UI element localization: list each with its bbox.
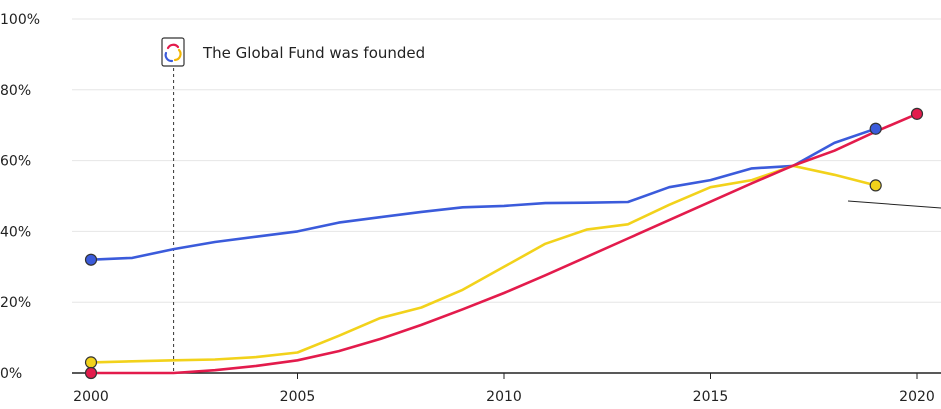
y-tick-label: 80% — [0, 83, 31, 99]
axis-layer: 0% 20% 40% 60% 80% 100% 2000 2005 2010 2015 2020 — [0, 12, 935, 405]
x-tick-label: 2010 — [486, 389, 522, 405]
x-tick-label: 2020 — [899, 389, 935, 405]
series-layer — [84, 107, 924, 380]
y-tick-label: 20% — [0, 295, 31, 311]
x-tick-label: 2015 — [693, 389, 729, 405]
annotation-label: The Global Fund was founded — [202, 44, 425, 62]
series-line-3 — [89, 112, 919, 375]
series-1-start-point — [84, 253, 98, 266]
leader-line — [847, 200, 941, 209]
x-tick-label: 2005 — [280, 389, 316, 405]
annotation: The Global Fund was founded — [161, 37, 425, 373]
global-fund-logo-icon — [161, 37, 185, 67]
series-line-2 — [89, 164, 878, 364]
y-tick-label: 40% — [0, 224, 31, 240]
y-tick-label: 0% — [0, 366, 22, 382]
series-1-end-point — [869, 122, 882, 135]
y-tick-label: 60% — [0, 154, 31, 170]
series-3-end-point — [910, 107, 924, 120]
x-tick-label: 2000 — [73, 389, 109, 405]
series-3-start-point — [84, 366, 98, 380]
series-2-end-point — [869, 179, 882, 192]
y-tick-label: 100% — [0, 12, 40, 28]
grid-layer — [72, 18, 941, 374]
series-line-1 — [89, 127, 878, 262]
series-2-start-point — [84, 356, 98, 369]
